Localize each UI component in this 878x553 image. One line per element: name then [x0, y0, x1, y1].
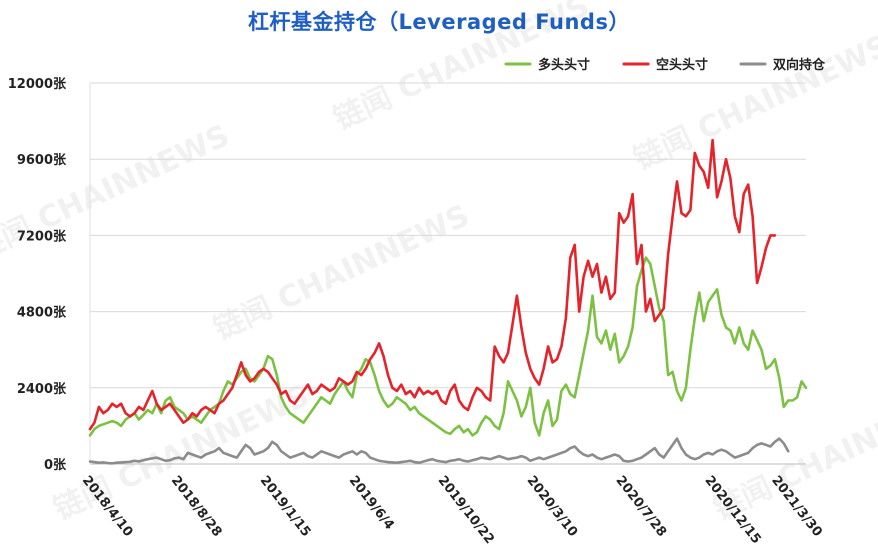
y-tick-label: 12000张	[8, 77, 67, 92]
y-tick-label: 7200张	[17, 229, 67, 244]
series-line-2	[88, 437, 790, 465]
watermark-text: 链闻 CHAINNEWS	[0, 118, 235, 267]
legend-label: 多头头寸	[538, 57, 590, 73]
x-tick-label: 2020/3/10	[524, 473, 581, 540]
watermark-text: 链闻 CHAINNEWS	[629, 28, 878, 177]
y-tick-label: 2400张	[17, 382, 67, 397]
legend-label: 空头头寸	[656, 57, 708, 73]
x-tick-label: 2020/7/28	[613, 473, 670, 540]
series-lines	[88, 138, 808, 465]
series-line-1	[88, 138, 777, 431]
x-tick-label: 2018/8/28	[168, 473, 225, 540]
legend: 多头头寸 空头头寸 双向持仓	[504, 57, 826, 73]
watermark-text: 链闻 CHAINNEWS	[209, 198, 475, 347]
chart-title: 杠杆基金持仓（Leveraged Funds）	[248, 10, 630, 34]
y-axis: 0张 2400张 4800张 7200张 9600张 12000张	[8, 77, 67, 473]
x-tick-label: 2019/1/15	[257, 473, 314, 540]
x-tick-label: 2019/6/4	[346, 473, 397, 532]
series-line-0	[88, 256, 808, 437]
legend-label: 双向持仓	[773, 57, 826, 73]
y-tick-label: 4800张	[17, 306, 67, 321]
x-tick-label: 2019/10/22	[435, 473, 497, 547]
y-tick-label: 9600张	[17, 153, 67, 168]
x-axis: 2018/4/10 2018/8/28 2019/1/15 2019/6/4 2019/…	[79, 473, 825, 547]
y-tick-label: 0张	[44, 458, 67, 473]
